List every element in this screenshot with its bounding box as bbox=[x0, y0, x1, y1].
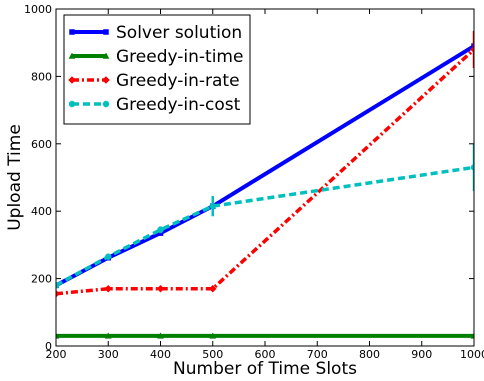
legend-marker bbox=[102, 100, 110, 108]
y-tick-label: 1000 bbox=[24, 3, 52, 16]
legend-label: Greedy-in-rate bbox=[116, 71, 240, 91]
y-axis-label: Upload Time bbox=[5, 124, 25, 231]
x-axis-label: Number of Time Slots bbox=[173, 359, 357, 379]
legend-label: Greedy-in-time bbox=[116, 47, 243, 67]
legend-item: Solver solution bbox=[69, 23, 242, 43]
legend-marker bbox=[69, 29, 75, 35]
x-tick-label: 300 bbox=[98, 348, 119, 361]
data-point bbox=[157, 332, 164, 339]
x-tick-label: 700 bbox=[307, 348, 328, 361]
x-tick-label: 400 bbox=[150, 348, 171, 361]
legend-item: Greedy-in-cost bbox=[68, 95, 241, 115]
data-point bbox=[56, 289, 60, 298]
legend-marker bbox=[68, 76, 76, 84]
y-tick-label: 600 bbox=[31, 138, 52, 151]
data-point bbox=[156, 284, 165, 293]
series-line-greedy-in-rate bbox=[56, 48, 474, 296]
legend-marker bbox=[68, 52, 76, 59]
x-tick-label: 600 bbox=[255, 348, 276, 361]
x-tick-label: 500 bbox=[202, 348, 223, 361]
data-point bbox=[470, 164, 474, 171]
legend-marker bbox=[102, 52, 110, 59]
y-tick-label: 0 bbox=[45, 340, 52, 353]
x-tick-label: 900 bbox=[411, 348, 432, 361]
legend-marker bbox=[102, 76, 110, 84]
y-tick-label: 400 bbox=[31, 205, 52, 218]
x-tick-label: 800 bbox=[359, 348, 380, 361]
x-tick-label: 1000 bbox=[460, 348, 484, 361]
data-point bbox=[209, 202, 216, 210]
legend: Solver solution Greedy-in-time Greedy-in-r… bbox=[63, 14, 251, 125]
legend-item: Greedy-in-time bbox=[68, 47, 243, 67]
plot-area bbox=[56, 30, 474, 339]
data-point bbox=[209, 332, 217, 339]
series-greedy-in-time bbox=[56, 332, 474, 339]
legend-label: Solver solution bbox=[116, 23, 242, 43]
y-tick-label: 800 bbox=[31, 70, 52, 83]
legend-marker bbox=[103, 29, 109, 35]
legend-item: Greedy-in-rate bbox=[68, 71, 240, 91]
series-greedy-in-cost bbox=[56, 143, 474, 289]
data-point bbox=[470, 332, 474, 339]
legend-marker bbox=[68, 100, 76, 108]
x-tick-label: 200 bbox=[46, 348, 67, 361]
data-point bbox=[104, 332, 112, 339]
data-point bbox=[208, 284, 217, 293]
series-line-greedy-in-cost bbox=[56, 165, 474, 287]
data-point bbox=[104, 284, 113, 293]
data-point bbox=[56, 282, 60, 289]
data-point bbox=[56, 332, 60, 339]
data-point bbox=[105, 253, 112, 260]
series-greedy-in-rate bbox=[56, 30, 474, 298]
axis-ticks: 2003004005006007008009001000020040060080… bbox=[24, 3, 484, 361]
data-point bbox=[470, 45, 474, 54]
y-tick-label: 200 bbox=[31, 273, 52, 286]
legend-label: Greedy-in-cost bbox=[116, 95, 241, 115]
data-point bbox=[157, 226, 164, 233]
